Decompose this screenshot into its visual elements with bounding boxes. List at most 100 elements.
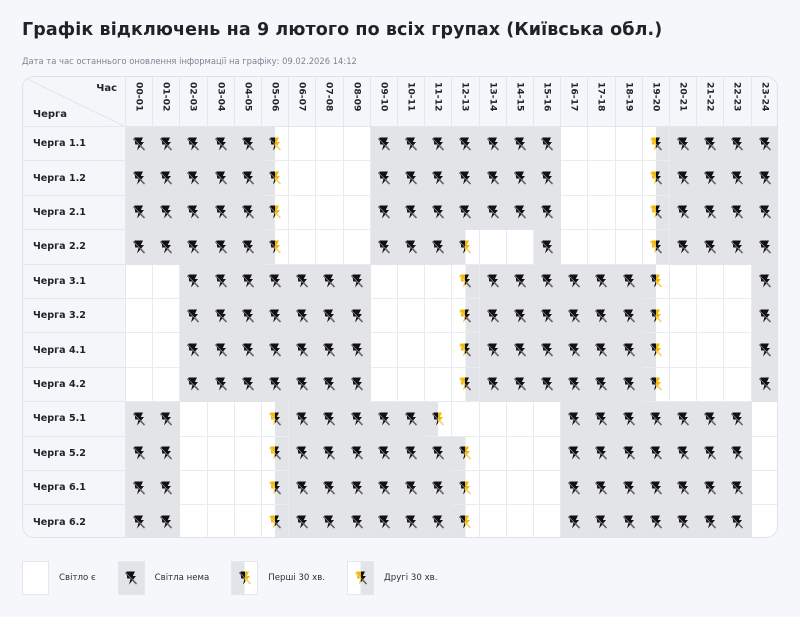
hour-column-header: 00-01 xyxy=(126,77,154,127)
schedule-cell-off xyxy=(398,402,426,437)
schedule-cell-off xyxy=(343,367,371,403)
legend-swatch xyxy=(347,561,375,595)
schedule-cell-off xyxy=(452,127,480,162)
schedule-cell-on xyxy=(534,402,562,437)
schedule-cell-on xyxy=(506,436,534,471)
schedule-cell-off xyxy=(370,471,398,506)
queue-row-label: Черга 6.1 xyxy=(23,471,126,506)
schedule-cell-off xyxy=(751,230,777,265)
schedule-cell-off xyxy=(153,195,181,231)
schedule-cell-off xyxy=(425,127,453,162)
schedule-cell-off xyxy=(207,127,235,162)
schedule-cell-off xyxy=(615,299,643,334)
schedule-cell-off xyxy=(398,230,426,265)
legend-swatch xyxy=(22,561,49,595)
corner-diagonal-divider xyxy=(23,77,125,126)
schedule-cell-on xyxy=(234,436,262,471)
schedule-cell-off xyxy=(316,367,344,403)
schedule-cell-on xyxy=(234,402,262,437)
schedule-cell-off xyxy=(234,264,262,299)
schedule-cell-on xyxy=(289,230,317,265)
schedule-cell-first xyxy=(642,367,670,403)
hour-column-header: 19-20 xyxy=(642,77,670,127)
schedule-cell-off xyxy=(398,161,426,196)
schedule-cell-off xyxy=(751,195,777,231)
hour-range-label: 14-15 xyxy=(514,82,526,112)
schedule-cell-off xyxy=(153,230,181,265)
schedule-cell-off xyxy=(588,402,616,437)
schedule-cell-off xyxy=(670,471,698,506)
schedule-cell-off xyxy=(561,436,589,471)
queue-row-label: Черга 5.2 xyxy=(23,436,126,471)
schedule-cell-off xyxy=(153,161,181,196)
schedule-cell-off xyxy=(561,505,589,537)
schedule-cell-off xyxy=(343,471,371,506)
schedule-cell-second xyxy=(642,127,670,162)
schedule-cell-on xyxy=(316,127,344,162)
schedule-cell-off xyxy=(724,436,752,471)
schedule-cell-off xyxy=(316,471,344,506)
schedule-cell-on xyxy=(425,299,453,334)
legend-label: Світло є xyxy=(59,573,96,583)
schedule-cell-off xyxy=(561,471,589,506)
schedule-cell-off xyxy=(506,367,534,403)
schedule-cell-off xyxy=(398,127,426,162)
schedule-cell-off xyxy=(153,127,181,162)
schedule-cell-off xyxy=(207,299,235,334)
schedule-cell-first xyxy=(262,161,290,196)
schedule-cell-off xyxy=(262,299,290,334)
queue-row-label: Черга 4.1 xyxy=(23,333,126,368)
schedule-cell-off xyxy=(615,505,643,537)
schedule-cell-off xyxy=(534,230,562,265)
schedule-cell-off xyxy=(561,264,589,299)
schedule-cell-off xyxy=(126,230,154,265)
schedule-cell-on xyxy=(126,367,154,403)
legend-label: Перші 30 хв. xyxy=(268,573,326,583)
hour-column-header: 12-13 xyxy=(452,77,480,127)
hour-range-label: 03-04 xyxy=(215,82,227,112)
hour-range-label: 12-13 xyxy=(459,82,471,112)
schedule-cell-on xyxy=(425,264,453,299)
schedule-cell-off xyxy=(506,264,534,299)
schedule-cell-on xyxy=(751,436,777,471)
schedule-cell-on xyxy=(588,230,616,265)
schedule-cell-off xyxy=(234,367,262,403)
schedule-cell-on xyxy=(398,367,426,403)
outage-schedule-table: Час Черга 00-01 01-02 02-03 03-04 04-05 05-06… xyxy=(22,76,778,538)
schedule-cell-on xyxy=(180,505,208,537)
hour-column-header: 18-19 xyxy=(615,77,643,127)
schedule-cell-off xyxy=(180,264,208,299)
schedule-cell-off xyxy=(207,230,235,265)
hour-range-label: 13-14 xyxy=(487,82,499,112)
schedule-cell-off xyxy=(370,402,398,437)
schedule-cell-on xyxy=(697,367,725,403)
hour-range-label: 20-21 xyxy=(677,82,689,112)
legend-label: Другі 30 хв. xyxy=(384,573,438,583)
schedule-cell-off xyxy=(751,264,777,299)
schedule-cell-off xyxy=(697,471,725,506)
schedule-cell-on xyxy=(697,299,725,334)
schedule-cell-off xyxy=(289,471,317,506)
schedule-cell-on xyxy=(180,471,208,506)
schedule-cell-off xyxy=(479,161,507,196)
schedule-cell-off xyxy=(425,471,453,506)
schedule-cell-off xyxy=(234,161,262,196)
schedule-cell-off xyxy=(452,161,480,196)
hour-range-label: 22-23 xyxy=(731,82,743,112)
schedule-cell-off xyxy=(724,505,752,537)
queue-row-label: Черга 2.1 xyxy=(23,195,126,231)
schedule-cell-off xyxy=(153,402,181,437)
hour-column-header: 20-21 xyxy=(670,77,698,127)
schedule-cell-second xyxy=(262,436,290,471)
schedule-cell-first xyxy=(262,127,290,162)
schedule-cell-off xyxy=(561,402,589,437)
schedule-cell-off xyxy=(534,333,562,368)
schedule-cell-off xyxy=(615,264,643,299)
schedule-cell-off xyxy=(425,436,453,471)
schedule-cell-off xyxy=(425,505,453,537)
schedule-cell-on xyxy=(452,402,480,437)
last-updated-text: Дата та час останнього оновлення інформа… xyxy=(22,56,357,66)
schedule-cell-first xyxy=(262,230,290,265)
schedule-cell-on xyxy=(398,299,426,334)
schedule-cell-off xyxy=(126,127,154,162)
